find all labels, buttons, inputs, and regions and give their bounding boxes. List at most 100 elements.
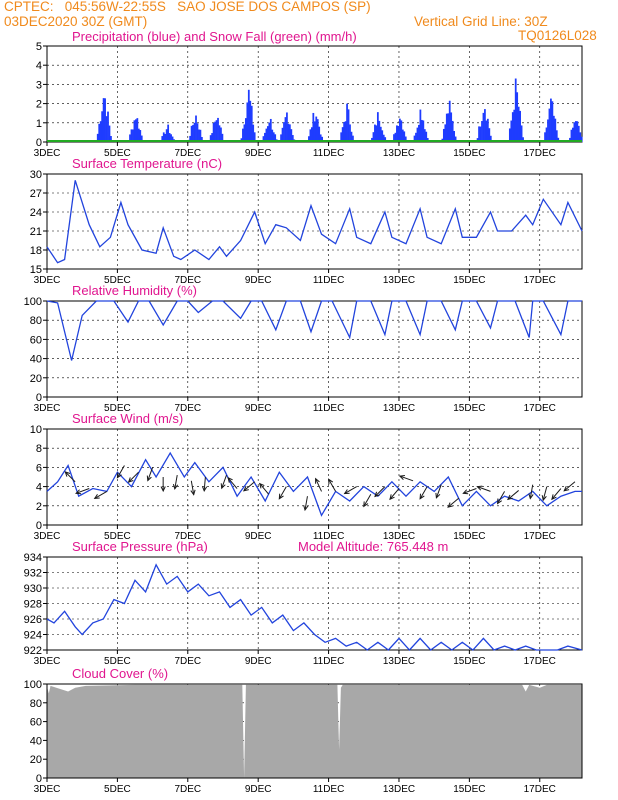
temp-title: Surface Temperature (nC) [72,156,222,171]
cloud-cover-area [47,684,582,778]
precip-bar [519,110,521,142]
pressure-ytick-label: 926 [24,614,42,626]
precip-bar [379,126,382,142]
wind-arrowhead [75,489,82,495]
temp-xtick-label: 15DEC [453,275,485,286]
precip-bar [268,122,271,142]
precip-bar [99,121,102,142]
precip-bar [374,124,376,142]
precip-bar [557,137,560,142]
precip-bar [195,115,197,142]
precip-bar [316,119,319,142]
precip-bar [349,124,351,142]
wind-arrow [363,494,372,507]
precip-bar [170,134,172,142]
cloud-xtick-label: 3DEC [34,784,61,795]
temp-frame [46,173,583,270]
wind-arrow [542,486,548,501]
precip-bar [108,125,111,142]
precip-bar [196,123,199,142]
cloud-ytick-label: 20 [30,754,42,766]
precip-bar [266,126,269,142]
wind-arrow [174,474,178,489]
precip-bar [193,122,196,142]
precip-bar [137,128,140,142]
wind-arrowhead [303,505,309,512]
rh-title: Relative Humidity (%) [72,283,197,298]
precip-bar [249,100,252,142]
precip-bar [284,117,287,142]
wind-arrow [315,478,322,492]
wind-arrow [75,488,90,494]
precip-bar [404,136,407,142]
precip-bar [488,128,491,142]
wind-arrow [563,481,576,492]
precip-bar [247,89,250,142]
wind-arrow [374,486,386,497]
rh-xtick-label: 13DEC [383,403,415,414]
precip-bar [171,136,174,142]
wind-ytick-label: 10 [30,424,42,436]
precip-bar [550,98,552,142]
wind-arrowhead [116,472,122,479]
precip-bar [422,120,425,142]
wind-arrowhead [476,485,483,491]
precip-xtick-label: 9DEC [245,148,272,159]
precip-bar [110,136,112,142]
precip-ytick-label: 4 [36,60,42,72]
precip-bar [321,136,324,142]
temp-ytick-label: 27 [30,188,42,200]
precip-title: Precipitation (blue) and Snow Fall (gree… [72,29,357,44]
wind-xtick-label: 9DEC [245,531,272,542]
wind-arrowhead [146,475,152,482]
rh-ytick-label: 0 [36,392,42,404]
precip-bar [133,120,136,142]
wind-arrow [497,491,505,504]
wind-arrowhead [172,483,179,491]
precip-bar [189,135,192,142]
precip-bar [371,137,373,142]
wind-arrowhead [398,475,405,480]
station-title: CPTEC: 045:56W-22:55S SAO JOSE DOS CAMPO… [4,0,371,14]
precip-bar [453,130,456,142]
precip-bar [244,118,247,142]
wind-arrow [278,486,287,499]
precip-bar [199,129,202,142]
precip-bar [426,137,429,142]
temp-xtick-label: 9DEC [245,275,272,286]
precip-bar [162,132,165,142]
precip-bar [555,130,558,142]
precip-bar [419,109,422,142]
run-date: 03DEC2020 30Z (GMT) [4,14,148,29]
precip-xtick-label: 11DEC [313,148,345,159]
temp-series-line [46,180,583,264]
precip-bar [246,102,249,142]
precip-bar [444,124,447,142]
wind-title: Surface Wind (m/s) [72,411,183,426]
precip-bar [375,125,378,142]
wind-ytick-label: 6 [36,462,42,474]
wind-arrowhead [190,489,196,496]
precip-bar [217,117,219,142]
precip-bar [242,128,244,142]
pressure-xtick-label: 5DEC [104,656,131,667]
temp-ytick-label: 15 [30,264,42,276]
wind-arrowhead [389,494,395,501]
precip-bar [346,103,348,142]
wind-arrow [147,467,154,481]
precip-bar [481,121,483,142]
temp-ytick-label: 30 [30,169,42,181]
wind-arrow [477,486,491,492]
precip-bar [212,122,215,142]
precip-bar [522,137,524,142]
precip-bar [547,119,549,142]
precip-bar [218,125,221,142]
precip-bar [164,133,167,142]
wind-arrow [419,486,428,499]
pressure-xtick-label: 9DEC [245,656,272,667]
precip-bar [415,132,417,142]
cloud-ytick-label: 80 [30,698,42,710]
cloud-xtick-label: 5DEC [104,784,131,795]
precip-bar [574,121,577,142]
precip-bar [413,135,416,142]
